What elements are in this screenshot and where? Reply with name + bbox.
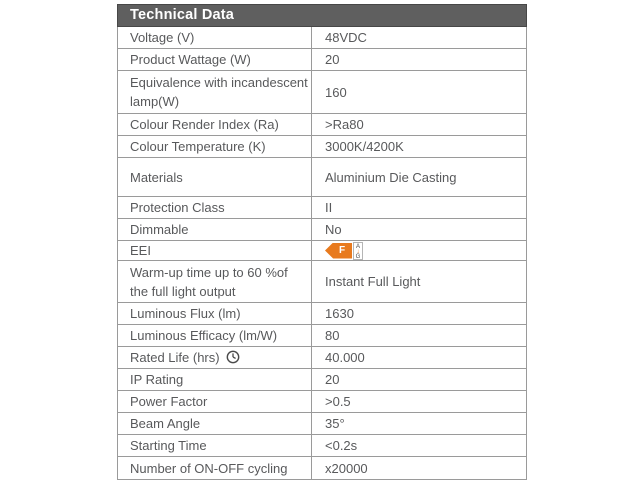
table-row: Equivalence with incandescent lamp(W) 160 [118, 71, 526, 114]
table-row: Colour Temperature (K) 3000K/4200K [118, 136, 526, 158]
table-row: Product Wattage (W) 20 [118, 49, 526, 71]
energy-class-arrow-icon: F [325, 242, 352, 259]
row-value: Instant Full Light [325, 274, 421, 289]
table-row: Luminous Efficacy (lm/W) 80 [118, 325, 526, 347]
row-value: 1630 [325, 306, 354, 321]
row-value: F A ↓ G [312, 241, 526, 260]
row-label: Rated Life (hrs) [118, 347, 312, 368]
row-value: 3000K/4200K [325, 139, 404, 154]
row-label: Protection Class [118, 197, 312, 218]
row-label: Equivalence with incandescent lamp(W) [118, 71, 312, 113]
row-value: >Ra80 [325, 117, 364, 132]
table-row: Starting Time <0.2s [118, 435, 526, 457]
row-label: Warm-up time up to 60 %of the full light … [118, 261, 312, 302]
clock-icon [226, 350, 239, 364]
row-value: II [325, 200, 333, 215]
row-value: Aluminium Die Casting [325, 169, 457, 185]
row-value: 48VDC [325, 30, 367, 45]
row-value: 20 [325, 372, 340, 387]
table-row: Materials Aluminium Die Casting [118, 158, 526, 197]
energy-scale-icon: A ↓ G [353, 241, 363, 260]
table-row: Protection Class II [118, 197, 526, 219]
row-value: >0.5 [325, 394, 351, 409]
row-label: Materials [118, 158, 312, 196]
table-row: Power Factor >0.5 [118, 391, 526, 413]
row-label: Number of ON-OFF cycling [118, 457, 312, 479]
table-row: Dimmable No [118, 219, 526, 241]
table-row: Number of ON-OFF cycling x20000 [118, 457, 526, 479]
row-label: Luminous Efficacy (lm/W) [118, 325, 312, 346]
row-label: Colour Temperature (K) [118, 136, 312, 157]
table-body: Voltage (V) 48VDC Product Wattage (W) 20… [118, 27, 526, 479]
row-value: x20000 [325, 460, 368, 476]
row-label: Beam Angle [118, 413, 312, 434]
energy-label-f-icon: F A ↓ G [325, 241, 522, 260]
row-label: EEI [118, 241, 312, 260]
table-row: Rated Life (hrs) 40.000 [118, 347, 526, 369]
row-label: Product Wattage (W) [118, 49, 312, 70]
row-label: Luminous Flux (lm) [118, 303, 312, 324]
row-value: 80 [325, 328, 340, 343]
row-value: 40.000 [325, 350, 365, 365]
table-row: EEI F A ↓ G [118, 241, 526, 261]
row-label: Colour Render Index (Ra) [118, 114, 312, 135]
row-label: Dimmable [118, 219, 312, 240]
table-row: Voltage (V) 48VDC [118, 27, 526, 49]
table-row: Warm-up time up to 60 %of the full light … [118, 261, 526, 303]
row-label: Voltage (V) [118, 27, 312, 48]
table-row: Colour Render Index (Ra) >Ra80 [118, 114, 526, 136]
row-value: 35° [325, 416, 345, 431]
row-value: 20 [325, 52, 340, 67]
row-label: Starting Time [118, 435, 312, 456]
row-label: IP Rating [118, 369, 312, 390]
row-value: <0.2s [325, 438, 358, 453]
table-row: Luminous Flux (lm) 1630 [118, 303, 526, 325]
row-label: Power Factor [118, 391, 312, 412]
table-title: Technical Data [117, 4, 527, 27]
table-row: IP Rating 20 [118, 369, 526, 391]
row-value: No [325, 222, 342, 237]
technical-data-table: Technical Data Voltage (V) 48VDC Product… [117, 4, 527, 480]
table-row: Beam Angle 35° [118, 413, 526, 435]
row-value: 160 [325, 84, 347, 100]
